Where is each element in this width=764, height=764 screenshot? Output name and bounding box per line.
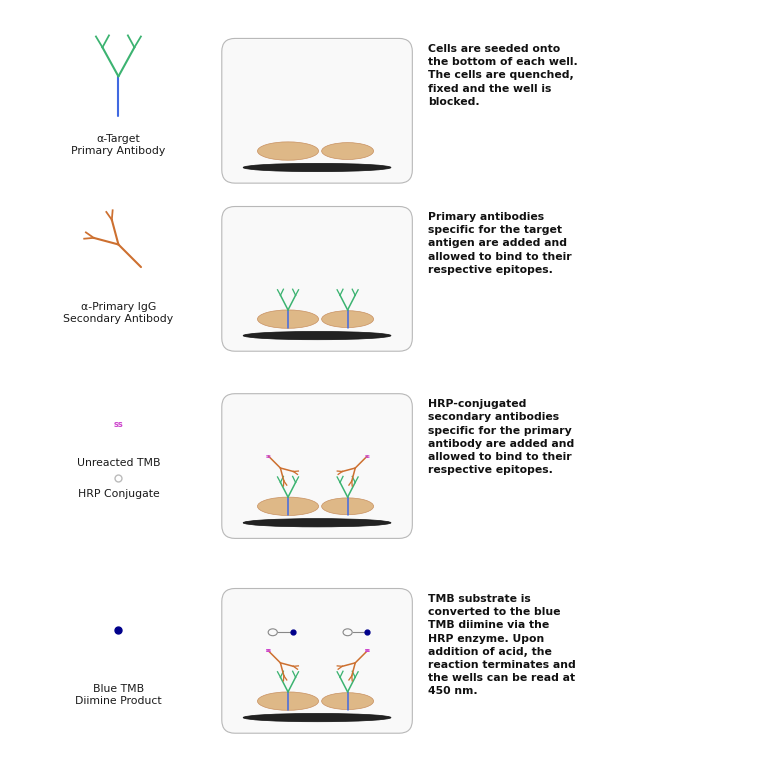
- Text: Cells are seeded onto
the bottom of each well.
The cells are quenched,
fixed and: Cells are seeded onto the bottom of each…: [428, 44, 578, 107]
- Ellipse shape: [257, 142, 319, 160]
- Text: ss: ss: [364, 649, 370, 653]
- Text: ss: ss: [266, 649, 271, 653]
- Ellipse shape: [243, 714, 391, 722]
- Text: α-Target
Primary Antibody: α-Target Primary Antibody: [71, 134, 166, 156]
- Ellipse shape: [243, 519, 391, 527]
- Ellipse shape: [322, 143, 374, 160]
- Text: ss: ss: [114, 419, 123, 429]
- FancyBboxPatch shape: [222, 393, 413, 539]
- Text: ss: ss: [266, 454, 271, 458]
- Ellipse shape: [322, 498, 374, 515]
- Ellipse shape: [243, 163, 391, 172]
- Text: Blue TMB
Diimine Product: Blue TMB Diimine Product: [75, 684, 162, 706]
- Ellipse shape: [322, 693, 374, 710]
- Text: α-Primary IgG
Secondary Antibody: α-Primary IgG Secondary Antibody: [63, 302, 173, 324]
- Text: TMB substrate is
converted to the blue
TMB diimine via the
HRP enzyme. Upon
addi: TMB substrate is converted to the blue T…: [428, 594, 575, 697]
- FancyBboxPatch shape: [222, 588, 413, 733]
- Ellipse shape: [257, 692, 319, 711]
- Text: ss: ss: [364, 454, 370, 458]
- Ellipse shape: [257, 310, 319, 329]
- FancyBboxPatch shape: [222, 38, 413, 183]
- Text: Primary antibodies
specific for the target
antigen are added and
allowed to bind: Primary antibodies specific for the targ…: [428, 212, 571, 275]
- Ellipse shape: [257, 497, 319, 516]
- Text: HRP Conjugate: HRP Conjugate: [77, 489, 160, 499]
- Text: HRP-conjugated
secondary antibodies
specific for the primary
antibody are added : HRP-conjugated secondary antibodies spec…: [428, 399, 574, 475]
- Ellipse shape: [322, 311, 374, 328]
- Text: ss: ss: [364, 649, 370, 653]
- Text: ss: ss: [266, 649, 271, 653]
- FancyBboxPatch shape: [222, 206, 413, 351]
- Text: Unreacted TMB: Unreacted TMB: [76, 458, 160, 468]
- Ellipse shape: [243, 332, 391, 340]
